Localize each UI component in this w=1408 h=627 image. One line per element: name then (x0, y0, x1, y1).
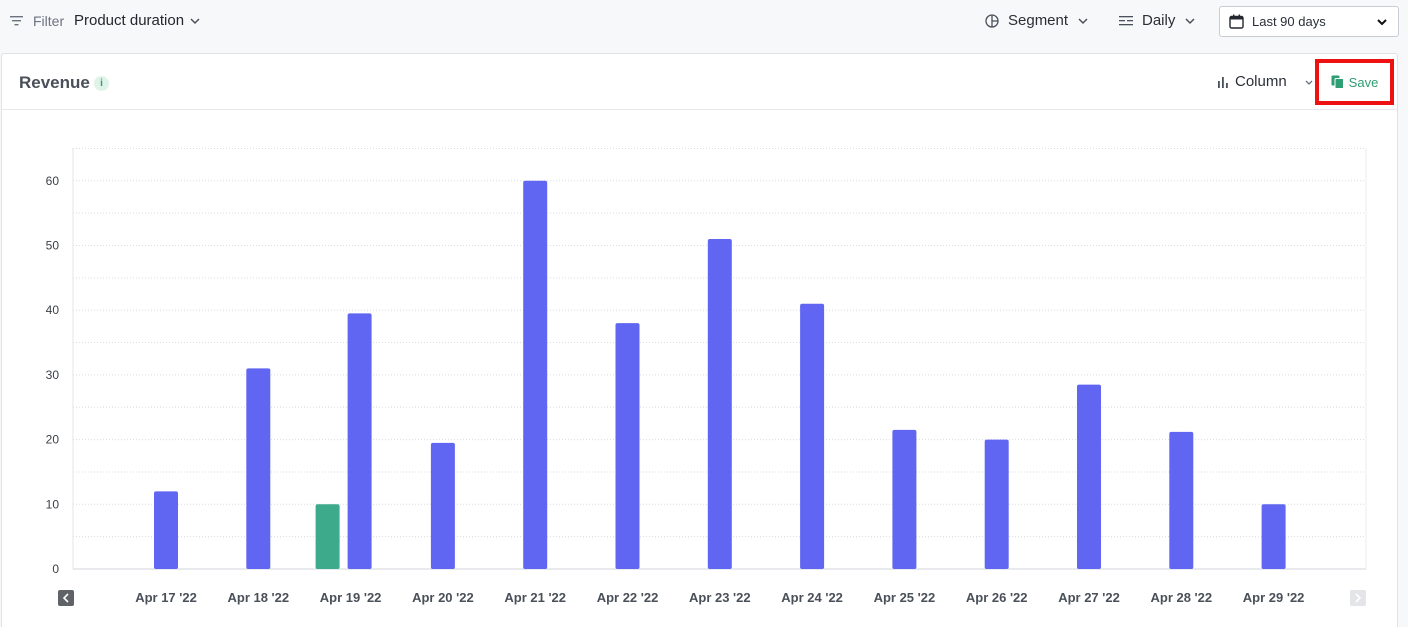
x-tick-label: Apr 26 '22 (966, 590, 1028, 605)
card-header: Revenue i Column Save (2, 54, 1397, 110)
y-tick-label: 40 (46, 303, 60, 317)
info-icon[interactable]: i (94, 76, 109, 91)
chevron-down-icon (1078, 17, 1088, 24)
interval-dropdown[interactable]: Daily (1119, 12, 1196, 29)
x-tick-label: Apr 29 '22 (1243, 590, 1305, 605)
chevron-down-icon (1185, 17, 1195, 24)
x-tick-label: Apr 25 '22 (874, 590, 936, 605)
chart-bar[interactable] (246, 368, 271, 569)
chart-scroll-left-button[interactable] (58, 590, 74, 606)
chart-bar[interactable] (430, 442, 455, 569)
x-tick-label: Apr 22 '22 (597, 590, 659, 605)
segment-dropdown[interactable]: Segment (985, 12, 1089, 29)
bar-chart-icon (1218, 76, 1228, 88)
x-tick-label: Apr 27 '22 (1058, 590, 1120, 605)
chart-bar[interactable] (1261, 504, 1286, 569)
filter-value-text: Product duration (74, 12, 185, 29)
x-tick-label: Apr 28 '22 (1150, 590, 1212, 605)
date-range-dropdown[interactable]: Last 90 days (1219, 6, 1399, 37)
y-tick-label: 50 (46, 239, 60, 253)
date-range-label: Last 90 days (1252, 14, 1326, 29)
chart-bar[interactable] (523, 180, 548, 570)
chevron-down-icon (1305, 80, 1313, 85)
chart-scroll-right-button[interactable] (1350, 590, 1366, 606)
copy-icon (1331, 75, 1344, 89)
segment-icon (985, 13, 999, 28)
interval-label: Daily (1142, 12, 1176, 29)
chart-bars (154, 180, 1286, 570)
y-tick-label: 60 (46, 174, 60, 188)
filter-label: Filter (33, 13, 65, 29)
x-axis-ticks: Apr 17 '22 Apr 18 '22 Apr 19 '22 Apr 20 '22… (135, 590, 1304, 605)
chart-bar[interactable] (892, 429, 917, 569)
filter-icon[interactable] (10, 15, 23, 27)
card-title: Revenue (19, 73, 90, 92)
segment-label: Segment (1008, 12, 1069, 29)
x-tick-label: Apr 24 '22 (781, 590, 843, 605)
y-tick-label: 0 (52, 562, 59, 576)
chart-type-dropdown[interactable]: Column (1217, 73, 1315, 90)
chevron-down-icon (1377, 19, 1387, 26)
chart-bar[interactable] (1169, 431, 1194, 569)
x-tick-label: Apr 20 '22 (412, 590, 474, 605)
chart-bar[interactable] (154, 491, 178, 569)
x-tick-label: Apr 23 '22 (689, 590, 751, 605)
x-tick-label: Apr 17 '22 (135, 590, 197, 605)
chart-bar[interactable] (315, 504, 340, 569)
chart-bar[interactable] (347, 313, 372, 569)
y-tick-label: 20 (46, 433, 60, 447)
chart-bar[interactable] (615, 323, 640, 569)
save-button[interactable]: Save (1315, 59, 1394, 105)
interval-icon (1119, 15, 1133, 25)
chart-bar[interactable] (707, 239, 732, 569)
chevron-left-icon (62, 593, 69, 603)
chevron-right-icon (1355, 593, 1362, 603)
y-axis-ticks: 0 10 20 30 40 50 60 (46, 174, 60, 576)
chart-bar[interactable] (984, 439, 1009, 569)
x-tick-label: Apr 18 '22 (227, 590, 289, 605)
top-toolbar: Filter Product duration Segment Daily La… (0, 0, 1408, 46)
save-label: Save (1348, 74, 1379, 90)
x-tick-label: Apr 19 '22 (320, 590, 382, 605)
x-tick-label: Apr 21 '22 (504, 590, 566, 605)
chart-type-label: Column (1235, 73, 1287, 90)
chart-bar[interactable] (800, 303, 825, 569)
chart-bar[interactable] (1077, 384, 1101, 569)
calendar-icon (1229, 14, 1244, 29)
filter-dropdown[interactable]: Product duration (74, 12, 201, 29)
chevron-down-icon (190, 17, 200, 24)
y-tick-label: 10 (46, 497, 60, 511)
y-tick-label: 30 (46, 368, 60, 382)
